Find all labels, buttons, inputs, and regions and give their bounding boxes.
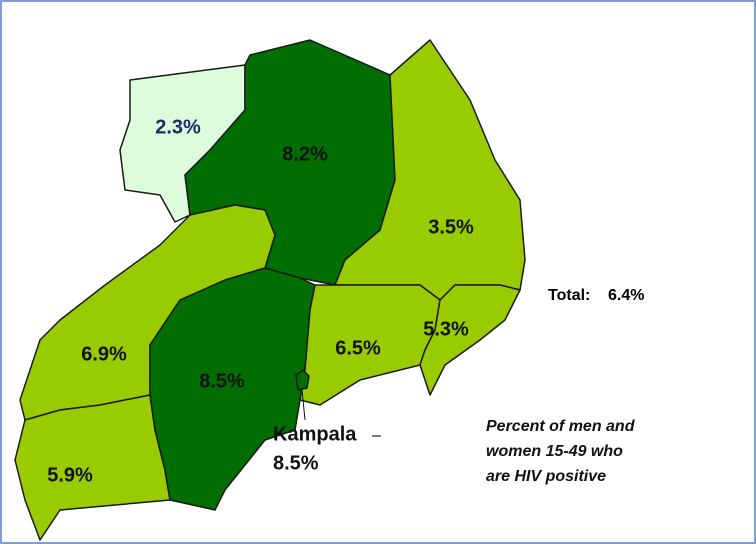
caption-line: women 15-49 who — [486, 443, 623, 460]
region-label: 5.3% — [423, 318, 469, 340]
kampala-name: Kampala — [273, 423, 357, 445]
region-label: 8.5% — [199, 370, 245, 392]
caption-line: Percent of men and — [486, 418, 636, 435]
region-label: 2.3% — [155, 116, 201, 138]
region-central — [149, 267, 316, 511]
kampala-pointer — [301, 389, 306, 421]
region-label: 8.2% — [282, 143, 328, 165]
kampala-label: 8.5% — [273, 452, 319, 474]
region-label: 6.9% — [81, 343, 127, 365]
region-label: 6.5% — [335, 337, 381, 359]
total-label: 6.4% — [608, 287, 644, 304]
kampala-area — [295, 369, 310, 391]
kampala-dash: – — [372, 427, 381, 444]
region-southeast — [419, 284, 521, 396]
region-label: 3.5% — [428, 216, 474, 238]
region-label: 5.9% — [47, 464, 93, 486]
total-name: Total: — [548, 287, 590, 304]
caption-line: are HIV positive — [486, 468, 606, 485]
